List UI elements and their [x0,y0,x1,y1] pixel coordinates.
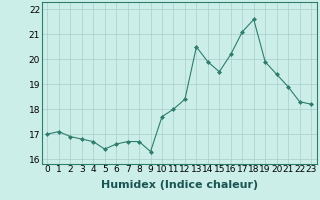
X-axis label: Humidex (Indice chaleur): Humidex (Indice chaleur) [100,180,258,190]
